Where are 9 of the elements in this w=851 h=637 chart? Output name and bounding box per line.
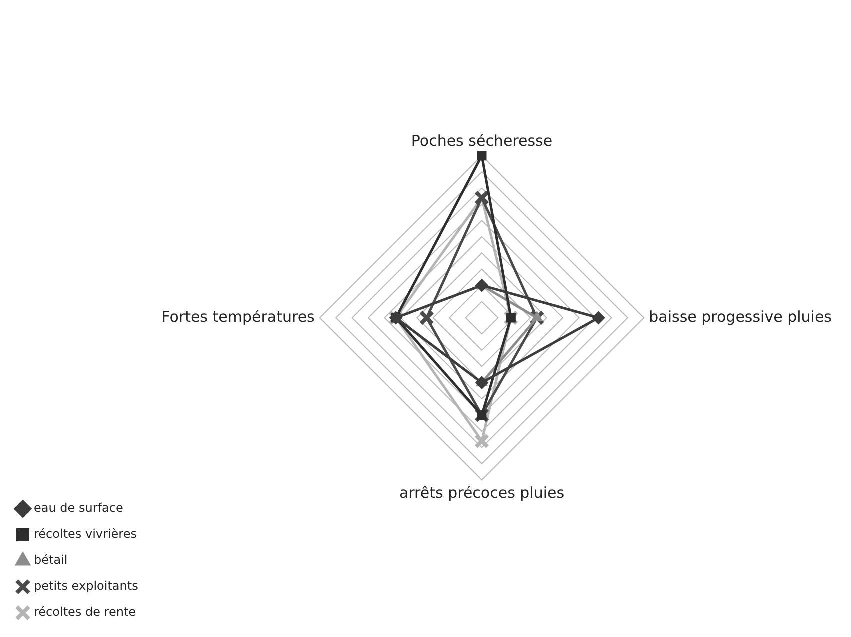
- legend-label: récoltes vivrières: [34, 527, 137, 542]
- legend-label: récoltes de rente: [34, 605, 136, 620]
- legend-label: eau de surface: [34, 501, 124, 516]
- spoke-label: baisse progessive pluies: [649, 308, 832, 326]
- spoke-label: arrêts précoces pluies: [399, 484, 565, 502]
- spoke-label: Fortes températures: [162, 308, 316, 326]
- legend-label: petits exploitants: [34, 579, 138, 594]
- spoke-label: Poches sécheresse: [411, 132, 553, 150]
- legend-label: bétail: [34, 553, 68, 568]
